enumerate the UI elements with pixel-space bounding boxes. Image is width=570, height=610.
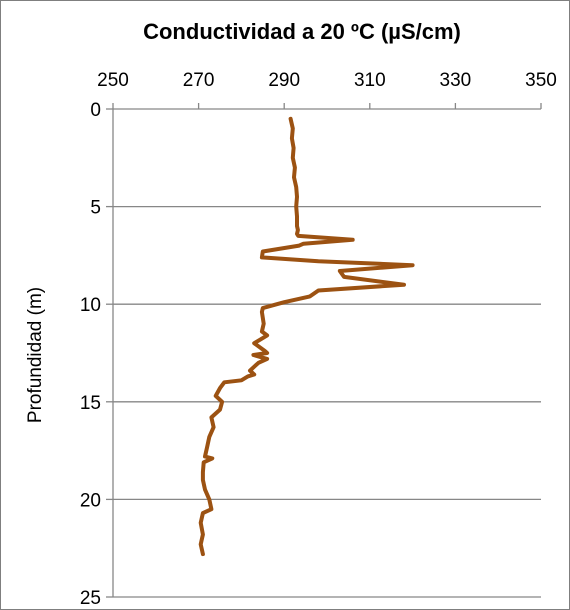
x-tick-label: 290 [268,70,300,91]
x-tick-label: 330 [440,70,472,91]
y-tick-label: 5 [90,198,101,219]
y-tick-label: 0 [90,100,101,121]
y-axis-label: Profundidad (m) [25,287,46,423]
x-tick-label: 250 [97,70,129,91]
chart-title: Conductividad a 20 ºC (µS/cm) [143,19,461,44]
y-tick-label: 15 [80,393,101,414]
y-tick-label: 10 [80,295,101,316]
conductivity-profile-line [198,116,415,557]
x-tick-label: 350 [525,70,557,91]
y-tick-label: 25 [80,588,101,609]
x-tick-label: 310 [354,70,386,91]
x-tick-label: 270 [183,70,215,91]
y-tick-label: 20 [80,490,101,511]
